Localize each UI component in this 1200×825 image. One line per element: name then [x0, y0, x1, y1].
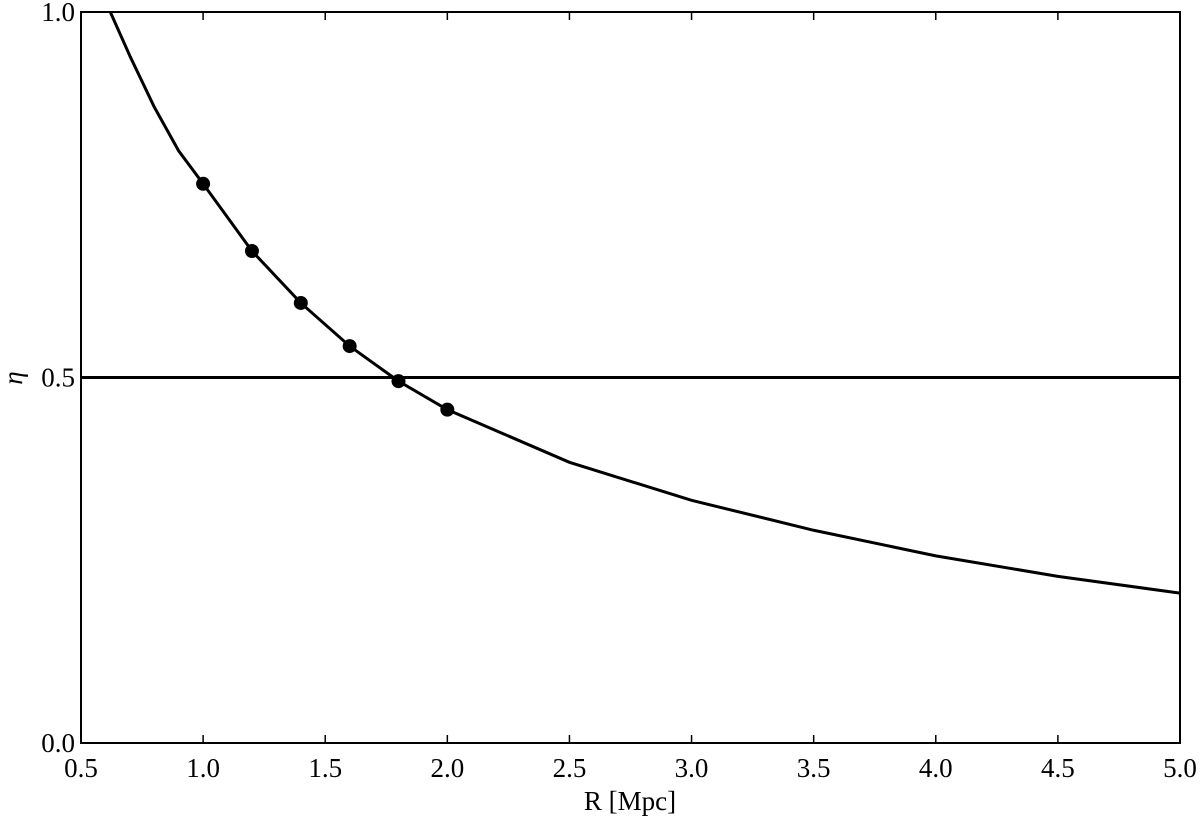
curve — [108, 12, 1180, 595]
x-axis-label: R [Mpc] — [584, 786, 676, 816]
x-tick-label: 5.0 — [1163, 753, 1197, 783]
x-tick-label: 0.5 — [64, 753, 98, 783]
point — [244, 244, 259, 259]
x-tick-label: 3.0 — [675, 753, 709, 783]
y-axis-label: η — [0, 371, 28, 384]
x-tick-label: 2.0 — [430, 753, 464, 783]
point — [293, 295, 308, 310]
y-tick-label: 1.0 — [41, 0, 75, 27]
x-tick-label: 1.5 — [308, 753, 342, 783]
x-tick-label: 3.5 — [797, 753, 831, 783]
y-tick-label: 0.0 — [41, 728, 75, 758]
point — [196, 176, 211, 191]
y-tick-label: 0.5 — [41, 363, 75, 393]
point — [440, 402, 455, 417]
plot-frame — [80, 11, 1181, 744]
x-tick-label: 2.5 — [553, 753, 587, 783]
x-tick-label: 4.0 — [919, 753, 953, 783]
x-tick-label: 4.5 — [1041, 753, 1075, 783]
point — [342, 339, 357, 354]
point — [391, 374, 406, 389]
x-tick-label: 1.0 — [186, 753, 220, 783]
